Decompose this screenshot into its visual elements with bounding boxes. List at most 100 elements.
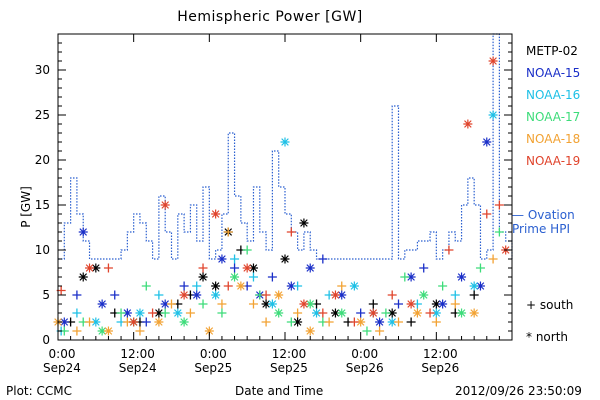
data-point-south	[141, 281, 151, 291]
data-point-south	[261, 290, 271, 300]
data-point-north	[211, 290, 221, 300]
data-point-south	[494, 200, 504, 210]
data-point-north	[305, 326, 315, 336]
data-point-south	[349, 317, 359, 327]
data-point-north	[337, 308, 347, 318]
data-point-south	[154, 290, 164, 300]
legend-entry-noaa-15: NOAA-15	[526, 66, 581, 80]
data-point-north	[179, 317, 189, 327]
data-point-north	[78, 272, 88, 282]
y-tick-label: 0	[42, 333, 50, 347]
data-point-south	[230, 254, 240, 264]
data-point-south	[394, 317, 403, 327]
data-point-north	[299, 218, 309, 228]
data-point-north	[286, 281, 296, 291]
data-point-north	[438, 299, 448, 309]
data-point-north	[406, 299, 416, 309]
data-point-north	[192, 290, 202, 300]
data-point-north	[280, 254, 290, 264]
data-point-north	[299, 299, 309, 309]
y-tick-label: 10	[35, 243, 50, 257]
data-point-south	[450, 299, 460, 309]
y-tick-label: 5	[42, 288, 50, 302]
x-tick-label-time: 12:00	[423, 347, 458, 361]
data-point-north	[305, 263, 315, 273]
data-point-south	[248, 299, 258, 309]
data-point-south	[356, 308, 366, 318]
data-point-south	[494, 227, 504, 237]
data-point-north	[349, 281, 359, 291]
data-point-north	[488, 56, 498, 66]
legend-entry-noaa-16: NOAA-16	[526, 88, 581, 102]
data-point-south	[475, 263, 485, 273]
data-point-south	[431, 317, 441, 327]
legend-ovation: — Ovation Prime HPI	[512, 208, 575, 236]
data-point-north	[274, 308, 284, 318]
data-point-north	[204, 326, 214, 336]
data-point-north	[280, 137, 290, 147]
data-point-south	[318, 308, 328, 318]
data-point-north	[78, 227, 88, 237]
x-tick-label-date: Sep24	[119, 361, 157, 375]
data-point-south	[425, 308, 435, 318]
x-tick-label-date: Sep26	[421, 361, 459, 375]
data-point-north	[488, 110, 498, 120]
data-point-north	[406, 272, 416, 282]
data-point-north	[242, 263, 252, 273]
data-point-south	[419, 263, 429, 273]
data-point-south	[223, 227, 233, 237]
data-point-north	[198, 272, 208, 282]
data-point-north	[337, 290, 347, 300]
data-point-north	[236, 281, 246, 291]
data-point-north	[135, 308, 145, 318]
data-point-north	[387, 308, 397, 318]
data-point-north	[97, 326, 107, 336]
data-point-south	[248, 272, 258, 282]
data-point-south	[242, 245, 252, 255]
data-point-north	[293, 317, 303, 327]
data-point-north	[356, 317, 366, 327]
x-tick-label-date: Sep25	[270, 361, 308, 375]
data-point-south	[394, 299, 403, 309]
x-tick-label-date: Sep25	[194, 361, 232, 375]
y-tick-label: 15	[35, 198, 50, 212]
data-point-north	[154, 317, 164, 327]
data-point-south	[72, 290, 82, 300]
data-point-south	[103, 263, 113, 273]
data-point-north	[248, 263, 258, 273]
data-point-north	[330, 308, 340, 318]
data-point-south	[148, 308, 158, 318]
data-point-south	[293, 281, 303, 291]
data-point-south	[438, 281, 448, 291]
data-point-north	[154, 308, 164, 318]
data-point-north	[160, 299, 170, 309]
data-point-south	[406, 317, 416, 327]
data-point-north	[412, 308, 422, 318]
data-point-north	[457, 308, 467, 318]
data-point-north	[274, 290, 284, 300]
data-point-north	[97, 299, 107, 309]
legend-entry-noaa-18: NOAA-18	[526, 132, 581, 146]
data-point-north	[179, 290, 189, 300]
data-point-south	[267, 272, 277, 282]
timestamp: 2012/09/26 23:50:09	[455, 384, 582, 398]
data-point-north	[469, 281, 479, 291]
x-tick-label-time: 0:00	[49, 347, 76, 361]
data-point-north	[330, 290, 340, 300]
data-point-south	[160, 308, 170, 318]
data-point-south	[286, 227, 296, 237]
data-point-south	[488, 254, 498, 264]
y-tick-label: 30	[35, 63, 50, 77]
x-tick-label-date: Sep26	[346, 361, 384, 375]
data-point-south	[217, 308, 227, 318]
data-point-south	[223, 281, 233, 291]
data-point-south	[482, 209, 492, 219]
data-point-north	[312, 308, 322, 318]
data-point-north	[431, 308, 441, 318]
data-point-south	[400, 272, 410, 282]
data-point-south	[324, 317, 334, 327]
data-point-south	[230, 263, 240, 273]
data-point-north	[475, 281, 485, 291]
data-point-south	[141, 317, 151, 327]
